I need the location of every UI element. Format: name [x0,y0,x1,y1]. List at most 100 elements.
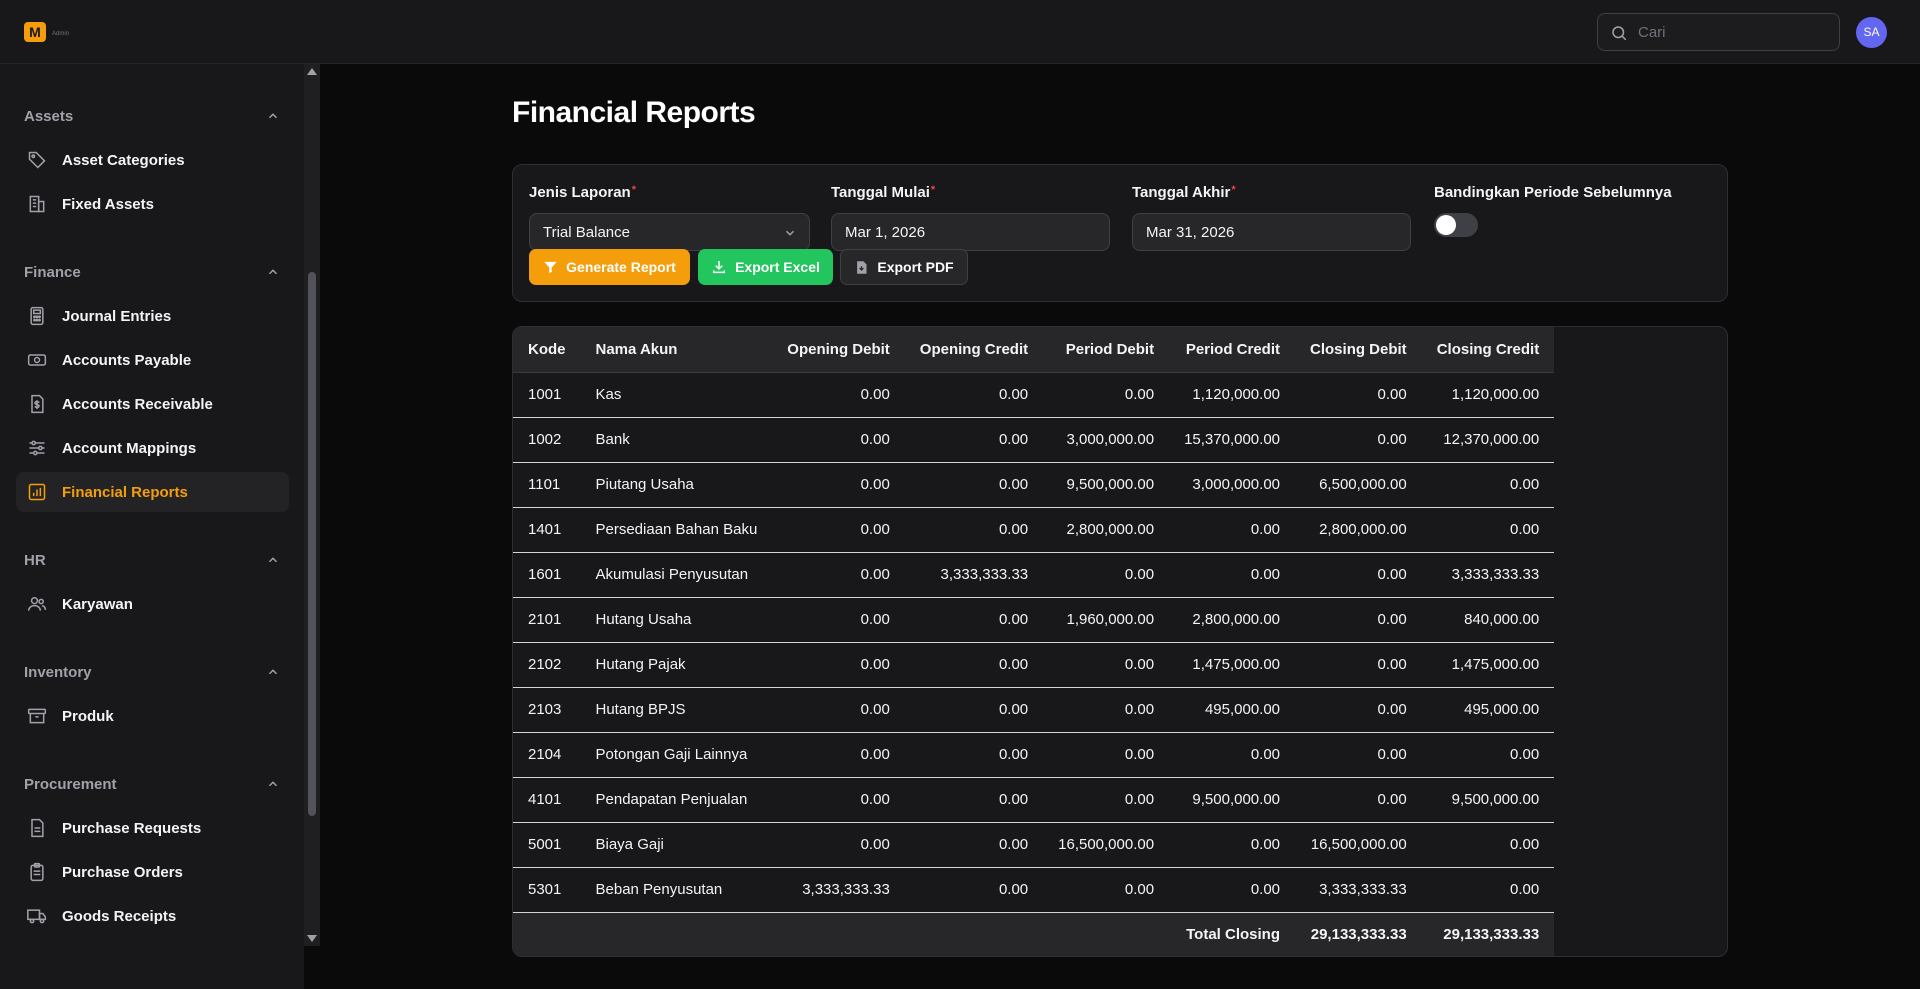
cell-opening-debit: 0.00 [772,777,905,823]
chevron-up-icon [268,781,278,787]
cell-nama-akun: Beban Penyusutan [580,867,773,913]
sidebar-group-finance[interactable]: Finance [24,260,280,284]
table-row: 1401 Persediaan Bahan Baku 0.00 0.00 2,800,0… [513,507,1555,553]
start-date-label: Tanggal Mulai* [831,184,936,201]
table-row: 5001 Biaya Gaji 0.00 0.00 16,500,000.00 0.00 1… [513,822,1555,868]
cell-kode: 1002 [513,417,581,463]
sidebar-item-purchase-requests[interactable]: Purchase Requests [16,808,289,848]
compare-period-toggle[interactable] [1434,213,1478,237]
chevron-up-icon [268,113,278,119]
sidebar-item-account-mappings[interactable]: Account Mappings [16,428,289,468]
cell-closing-debit: 16,500,000.00 [1295,822,1422,868]
cell-period-credit: 15,370,000.00 [1169,417,1296,463]
button-label: Export Excel [735,259,820,275]
search-box[interactable] [1597,13,1840,51]
cell-period-debit: 2,800,000.00 [1043,507,1170,553]
cell-period-credit: 0.00 [1169,552,1296,598]
export-excel-button[interactable]: Export Excel [698,249,833,285]
table-cell [1043,912,1170,956]
cell-period-credit: 0.00 [1169,507,1296,553]
chevron-down-icon [785,230,795,236]
cell-opening-credit: 0.00 [904,867,1044,913]
cell-kode: 2104 [513,732,581,778]
cell-period-debit: 0.00 [1043,687,1170,733]
cell-nama-akun: Kas [580,372,773,418]
start-date-field[interactable]: Mar 1, 2026 [831,213,1110,251]
sidebar-item-accounts-payable[interactable]: Accounts Payable [16,340,289,380]
sidebar-item-asset-categories[interactable]: Asset Categories [16,140,289,180]
scroll-down-arrow-icon[interactable] [307,935,317,942]
cell-opening-credit: 0.00 [904,597,1044,643]
sidebar-group-assets[interactable]: Assets [24,104,280,128]
cell-period-debit: 3,000,000.00 [1043,417,1170,463]
sidebar-item-accounts-receivable[interactable]: Accounts Receivable [16,384,289,424]
cell-period-debit: 0.00 [1043,642,1170,688]
sidebar-item-produk[interactable]: Produk [16,696,289,736]
cell-period-debit: 0.00 [1043,777,1170,823]
table-row: 1101 Piutang Usaha 0.00 0.00 9,500,000.00 3,0… [513,462,1555,508]
cell-opening-credit: 0.00 [904,732,1044,778]
sidebar-group-hr[interactable]: HR [24,548,280,572]
cell-closing-debit: 0.00 [1295,372,1422,418]
sidebar-item-karyawan[interactable]: Karyawan [16,584,289,624]
sidebar-item-financial-reports[interactable]: Financial Reports [16,472,289,512]
user-avatar[interactable]: SA [1856,17,1887,48]
cell-opening-debit: 0.00 [772,687,905,733]
sidebar-group-label: Assets [24,107,74,125]
sidebar-scrollbar[interactable] [304,64,320,946]
scrollbar-thumb[interactable] [308,272,316,816]
sidebar-item-label: Journal Entries [62,307,172,325]
end-date-label: Tanggal Akhir* [1132,184,1236,201]
table-cell [904,912,1044,956]
generate-report-button[interactable]: Generate Report [529,249,690,285]
cell-opening-debit: 0.00 [772,462,905,508]
cell-kode: 2101 [513,597,581,643]
cell-period-debit: 0.00 [1043,867,1170,913]
cell-closing-debit: 6,500,000.00 [1295,462,1422,508]
sidebar-group-inventory[interactable]: Inventory [24,660,280,684]
table-cell [580,912,773,956]
sidebar-item-journal-entries[interactable]: Journal Entries [16,296,289,336]
cell-closing-credit: 12,370,000.00 [1421,417,1555,463]
cell-opening-credit: 0.00 [904,507,1044,553]
end-date-value: Mar 31, 2026 [1146,223,1235,241]
report-type-label: Jenis Laporan* [529,184,636,201]
cell-closing-credit: 840,000.00 [1421,597,1555,643]
report-filter-form: Jenis Laporan* Trial Balance Tanggal Mul… [512,164,1728,302]
bar-chart-icon [26,481,48,503]
cell-period-credit: 9,500,000.00 [1169,777,1296,823]
table-row: 1001 Kas 0.00 0.00 0.00 1,120,000.00 0.00 1,120… [513,372,1555,418]
cell-period-credit: 0.00 [1169,732,1296,778]
sidebar-item-label: Karyawan [62,595,133,613]
scroll-up-arrow-icon[interactable] [307,68,317,75]
export-pdf-button[interactable]: Export PDF [840,249,968,285]
search-input[interactable] [1638,14,1833,50]
cell-kode: 1401 [513,507,581,553]
table-row: 1002 Bank 0.00 0.00 3,000,000.00 15,370,000.0… [513,417,1555,463]
total-closing-debit: 29,133,333.33 [1295,912,1422,956]
cell-nama-akun: Bank [580,417,773,463]
toggle-knob [1436,215,1456,235]
cell-period-credit: 0.00 [1169,867,1296,913]
cell-kode: 2102 [513,642,581,688]
cell-kode: 1601 [513,552,581,598]
sidebar-item-purchase-orders[interactable]: Purchase Orders [16,852,289,892]
cell-closing-credit: 495,000.00 [1421,687,1555,733]
app-logo[interactable]: M [24,22,46,42]
cell-closing-credit: 0.00 [1421,822,1555,868]
cell-period-debit: 9,500,000.00 [1043,462,1170,508]
sidebar-item-goods-receipts[interactable]: Goods Receipts [16,896,289,936]
cell-opening-credit: 0.00 [904,777,1044,823]
cell-period-credit: 3,000,000.00 [1169,462,1296,508]
required-marker: * [631,184,636,196]
cell-closing-debit: 0.00 [1295,552,1422,598]
cell-period-debit: 0.00 [1043,372,1170,418]
report-type-select[interactable]: Trial Balance [529,213,810,251]
cell-nama-akun: Hutang Usaha [580,597,773,643]
sidebar-item-fixed-assets[interactable]: Fixed Assets [16,184,289,224]
cell-closing-credit: 3,333,333.33 [1421,552,1555,598]
cell-kode: 2103 [513,687,581,733]
table-row: 2104 Potongan Gaji Lainnya 0.00 0.00 0.00 0.0… [513,732,1555,778]
end-date-field[interactable]: Mar 31, 2026 [1132,213,1411,251]
sidebar-group-procurement[interactable]: Procurement [24,772,280,796]
